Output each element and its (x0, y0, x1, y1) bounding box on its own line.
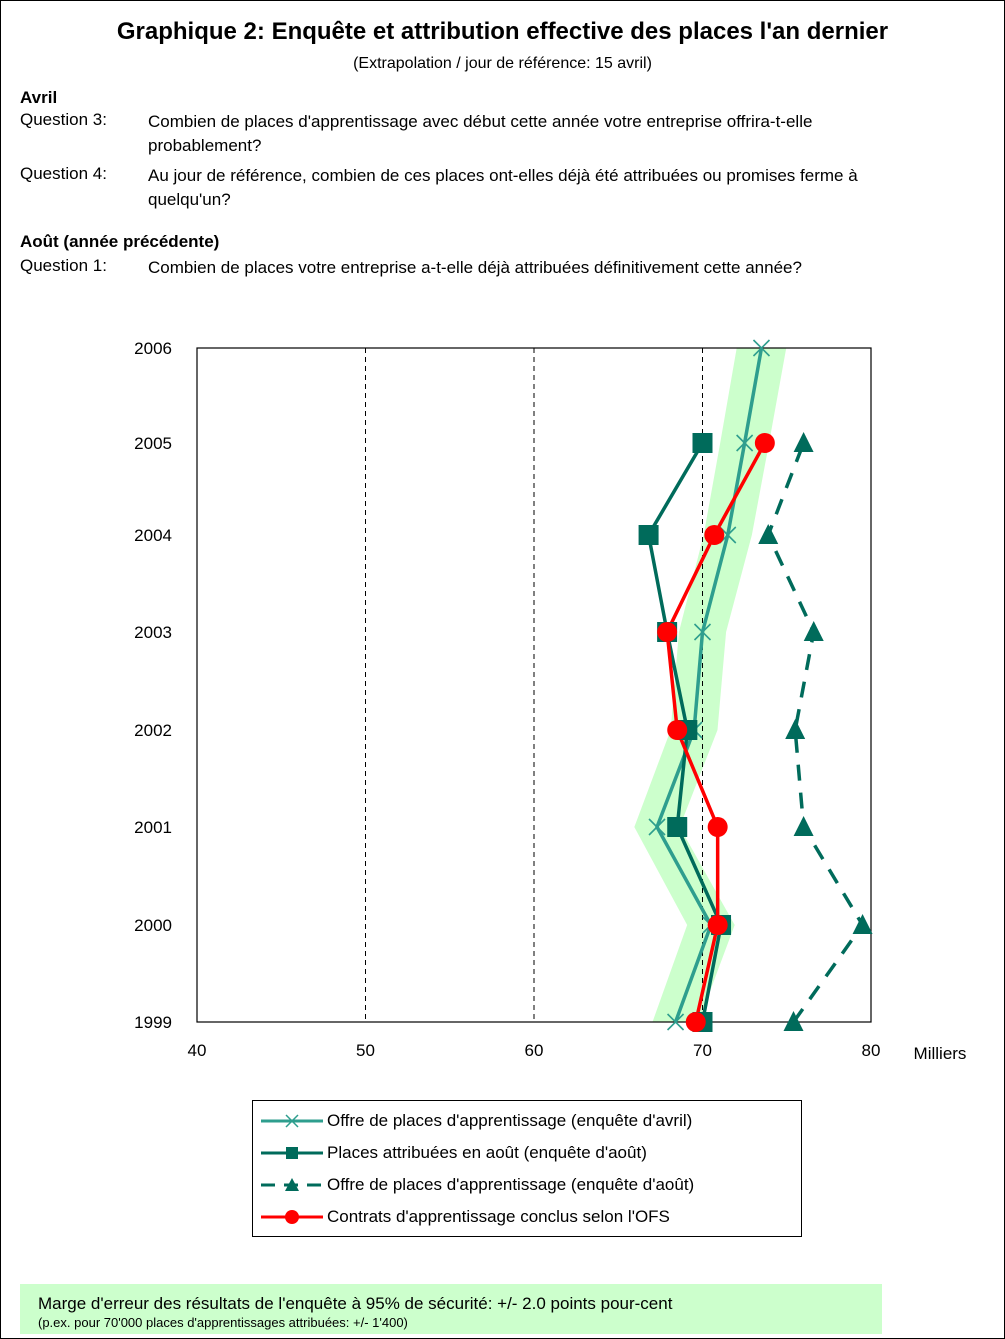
x-tick-label-50: 50 (356, 1041, 375, 1060)
legend-label-places-aout: Places attribuées en août (enquête d'aoû… (327, 1143, 647, 1162)
point-offre-avril-1999 (666, 1013, 685, 1031)
point-offre-aout-2000 (852, 914, 873, 934)
legend-label-offre-avril: Offre de places d'apprentissage (enquête… (327, 1111, 693, 1130)
chart-title: Graphique 2: Enquête et attribution effe… (116, 18, 889, 45)
point-offre-aout-2005 (793, 432, 814, 452)
point-offre-aout-1999 (783, 1011, 804, 1031)
legend-swatch-offre-avril (261, 1114, 323, 1128)
question-1-text: Combien de places votre entreprise a-t-e… (148, 258, 802, 277)
legend-item-contrats-ofs: Contrats d'apprentissage conclus selon l… (253, 1203, 801, 1231)
point-places-aout-2005 (692, 433, 713, 453)
year-label-2003: 2003 (134, 623, 172, 642)
point-offre-avril-2001 (648, 818, 666, 836)
error-margin-line-2: (p.ex. pour 70'000 places d'apprentissag… (38, 1315, 408, 1330)
point-contrats-ofs-2002 (667, 720, 688, 740)
year-label-2005: 2005 (134, 434, 172, 453)
question-3-text: Combien de places d'apprentissage avec d… (148, 112, 813, 155)
year-label-1999: 1999 (134, 1013, 172, 1032)
error-margin-note: Marge d'erreur des résultats de l'enquêt… (20, 1284, 882, 1334)
legend-swatch-places-aout (261, 1147, 323, 1159)
point-offre-aout-2002 (785, 719, 806, 739)
point-contrats-ofs-1999 (685, 1012, 706, 1032)
year-label-2004: 2004 (134, 526, 172, 545)
point-contrats-ofs-2001 (707, 817, 728, 837)
question-1-label: Question 1: (20, 256, 107, 275)
x-tick-label-70: 70 (693, 1041, 712, 1060)
year-label-2000: 2000 (134, 916, 172, 935)
point-offre-aout-2004 (758, 524, 779, 544)
year-label-2001: 2001 (134, 818, 172, 837)
august-heading: Août (année précédente) (20, 232, 220, 251)
chart-subtitle: (Extrapolation / jour de référence: 15 a… (353, 55, 652, 72)
question-3-label: Question 3: (20, 110, 107, 129)
question-4-text: Au jour de référence, combien de ces pla… (148, 166, 858, 209)
year-label-2002: 2002 (134, 721, 172, 740)
point-places-aout-2001 (667, 817, 688, 837)
chart-svg: 40 50 60 70 80 Milliers 1999 2000 2001 2002 2003 20… (134, 339, 967, 1063)
point-offre-aout-2003 (803, 621, 824, 641)
legend-item-offre-avril: Offre de places d'apprentissage (enquête… (253, 1107, 801, 1135)
point-offre-avril-2006 (752, 339, 771, 357)
point-offre-aout-2001 (793, 816, 814, 836)
point-contrats-ofs-2003 (657, 622, 678, 642)
question-4-label: Question 4: (20, 164, 107, 183)
legend-swatch-contrats-ofs (261, 1210, 323, 1224)
x-axis-label: Milliers (914, 1044, 967, 1063)
legend-swatch-offre-aout (261, 1178, 323, 1191)
error-margin-line-1: Marge d'erreur des résultats de l'enquêt… (38, 1294, 673, 1313)
x-tick-label-80: 80 (862, 1041, 881, 1060)
year-label-2006: 2006 (134, 339, 172, 358)
legend-item-places-aout: Places attribuées en août (enquête d'aoû… (253, 1139, 801, 1167)
legend-label-contrats-ofs: Contrats d'apprentissage conclus selon l… (327, 1207, 670, 1226)
series-line-offre-aout (766, 442, 865, 1024)
chart-legend: Offre de places d'apprentissage (enquête… (252, 1100, 802, 1237)
x-tick-label-60: 60 (525, 1041, 544, 1060)
april-heading: Avril (20, 88, 58, 107)
legend-item-offre-aout: Offre de places d'apprentissage (enquête… (253, 1171, 801, 1199)
plot-area (196, 347, 872, 1023)
point-contrats-ofs-2005 (754, 433, 775, 453)
legend-label-offre-aout: Offre de places d'apprentissage (enquête… (327, 1175, 695, 1194)
point-offre-avril-2005 (736, 434, 754, 452)
x-tick-label-40: 40 (188, 1041, 207, 1060)
point-places-aout-2004 (638, 525, 659, 545)
point-contrats-ofs-2000 (707, 915, 728, 935)
point-offre-avril-2003 (693, 623, 712, 641)
series-line-offre-avril (655, 347, 764, 1023)
point-contrats-ofs-2004 (704, 525, 725, 545)
